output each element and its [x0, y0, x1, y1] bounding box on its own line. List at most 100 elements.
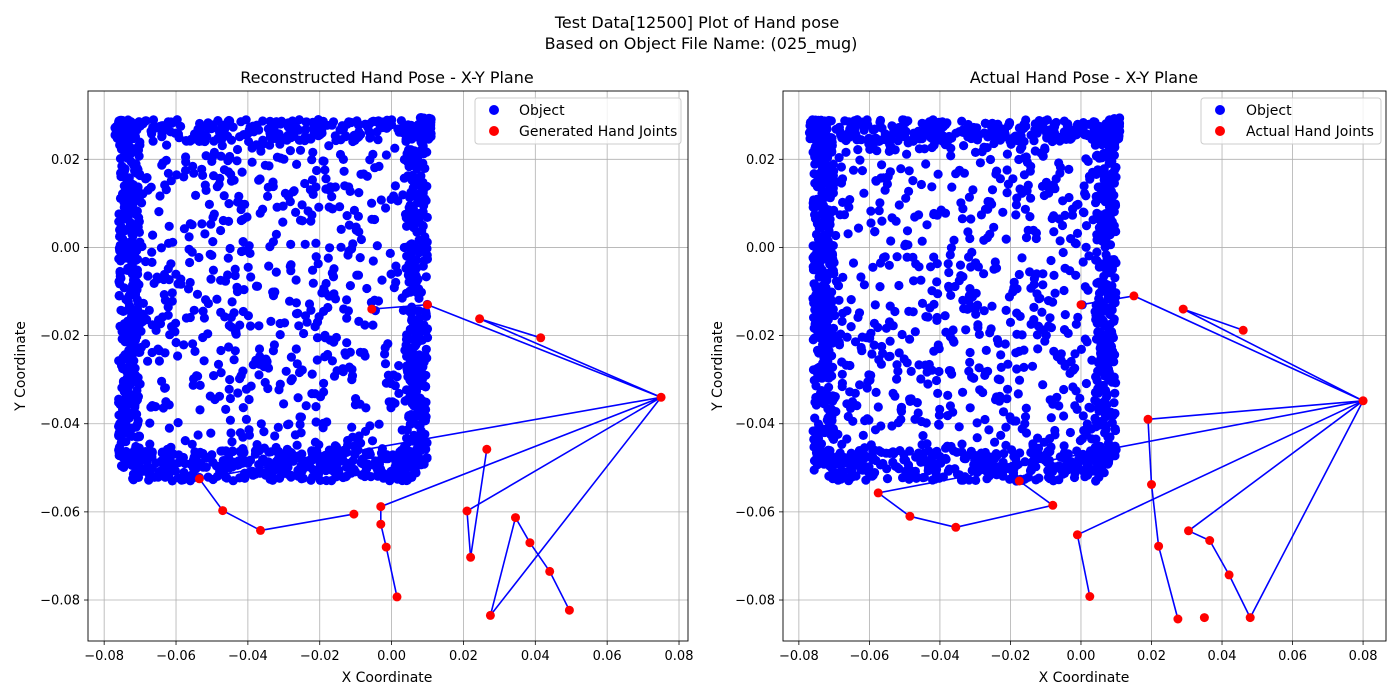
object-point: [185, 257, 195, 268]
legend-object-marker: [1215, 105, 1225, 115]
object-point: [286, 352, 296, 362]
object-point: [893, 124, 903, 134]
object-point: [968, 185, 978, 195]
object-point: [1030, 448, 1040, 458]
object-point: [225, 151, 235, 162]
object-point: [987, 125, 997, 135]
hand-bone: [479, 318, 541, 339]
object-point: [1071, 466, 1081, 476]
object-point: [1019, 362, 1029, 372]
object-point: [840, 453, 850, 463]
object-point: [282, 135, 292, 145]
object-point: [1107, 418, 1117, 428]
object-point: [408, 356, 418, 366]
object-point: [983, 132, 993, 142]
object-point: [1059, 384, 1069, 395]
object-point: [929, 346, 939, 356]
object-point: [295, 135, 305, 145]
object-point: [980, 414, 990, 425]
object-point: [370, 163, 380, 173]
object-point: [837, 133, 847, 143]
object-point: [286, 472, 296, 482]
object-point: [826, 116, 836, 126]
object-point: [857, 346, 867, 356]
object-point: [941, 327, 951, 337]
object-point: [1081, 430, 1091, 440]
object-point: [362, 464, 372, 474]
object-point: [320, 352, 330, 362]
object-point: [310, 322, 320, 332]
object-point: [150, 122, 160, 132]
object-point: [812, 460, 823, 470]
object-point: [205, 391, 215, 401]
object-point: [975, 158, 986, 168]
object-point: [963, 227, 973, 237]
object-point: [1010, 132, 1020, 142]
object-point: [943, 411, 953, 421]
object-point: [366, 472, 376, 482]
object-point: [906, 366, 916, 376]
object-point: [1098, 331, 1108, 341]
object-point: [128, 144, 138, 154]
object-point: [331, 332, 341, 343]
object-point: [1005, 317, 1016, 327]
x-tick-label: −0.06: [156, 649, 196, 664]
object-point: [1073, 199, 1083, 209]
legend: Object Generated Hand Joints: [474, 97, 682, 145]
object-point: [277, 116, 287, 126]
object-point: [1100, 242, 1110, 252]
object-point: [1111, 162, 1121, 172]
object-point: [329, 371, 340, 381]
object-point: [921, 159, 931, 169]
object-point: [132, 285, 142, 295]
object-point: [959, 453, 969, 464]
object-point: [278, 201, 288, 211]
object-point: [871, 133, 881, 143]
object-point: [1029, 302, 1039, 312]
object-point: [334, 468, 344, 478]
object-point: [1070, 401, 1080, 411]
object-point: [323, 302, 333, 313]
object-point: [421, 272, 431, 282]
object-point: [308, 265, 318, 275]
object-point: [1039, 437, 1049, 447]
object-point: [301, 124, 311, 135]
object-point: [1091, 255, 1101, 265]
object-point: [944, 267, 954, 278]
object-point: [137, 241, 147, 252]
x-tick-label: 0.08: [665, 649, 694, 664]
object-point: [945, 366, 956, 376]
hand-bone: [1182, 308, 1364, 402]
object-point: [216, 345, 226, 356]
reconstructed-hand-pose-panel: Reconstructed Hand Pose - X-Y Plane X Co…: [13, 68, 693, 686]
object-point: [962, 304, 973, 314]
object-point: [241, 414, 251, 424]
object-point: [974, 363, 984, 373]
object-point: [229, 308, 239, 318]
object-point: [1020, 419, 1030, 429]
object-point: [934, 366, 944, 377]
object-point: [1038, 280, 1048, 290]
object-point: [1037, 307, 1047, 317]
object-point: [969, 122, 979, 133]
panel-title: Reconstructed Hand Pose - X-Y Plane: [240, 68, 533, 87]
object-point: [1082, 129, 1092, 139]
hand-joint: [1184, 526, 1193, 536]
object-point: [291, 298, 301, 308]
legend-joints-label: Generated Hand Joints: [519, 124, 677, 140]
object-point: [342, 313, 352, 323]
object-point: [403, 171, 413, 181]
object-point: [263, 191, 273, 201]
object-point: [1100, 359, 1110, 369]
object-point: [209, 371, 219, 381]
object-point: [1071, 386, 1081, 396]
object-point: [341, 350, 351, 360]
hand-joint: [1205, 536, 1215, 545]
object-point: [286, 239, 296, 249]
object-point: [858, 430, 868, 440]
object-point: [410, 191, 420, 201]
legend-object-marker: [489, 105, 499, 115]
object-point: [266, 134, 277, 144]
object-point: [885, 142, 896, 152]
object-point: [245, 321, 256, 331]
